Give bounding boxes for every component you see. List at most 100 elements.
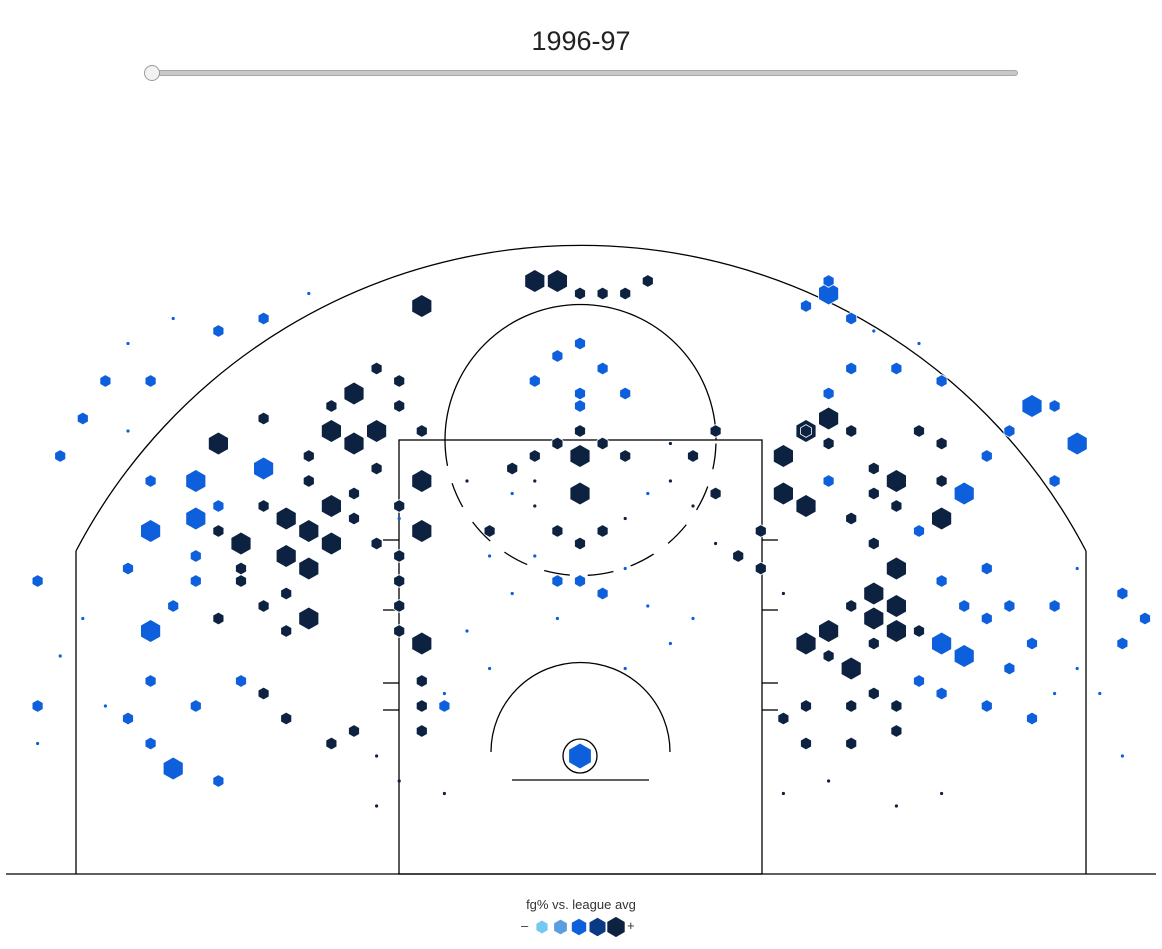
shot-hex: [822, 474, 835, 488]
shot-hex: [415, 699, 428, 713]
shot-hex: [980, 611, 993, 626]
shot-hex: [307, 291, 311, 296]
shot-hex: [931, 506, 952, 531]
shot-hex: [953, 481, 975, 506]
court-lines: [6, 244, 1156, 875]
shot-hex: [280, 624, 293, 638]
shot-hex: [931, 631, 952, 656]
shot-hex: [162, 756, 184, 781]
shot-hex: [212, 774, 225, 788]
shot-hex: [980, 699, 993, 713]
shot-hex: [867, 486, 880, 501]
shot-hex: [528, 374, 541, 388]
shot-hex: [275, 506, 297, 531]
shot-hex: [913, 624, 925, 638]
shot-hex: [800, 299, 812, 313]
shot-hex: [845, 511, 858, 526]
shot-hex: [623, 566, 627, 571]
shot-hex: [510, 491, 514, 496]
shot-hex: [235, 574, 247, 588]
shot-hex: [646, 604, 650, 608]
shot-hex: [890, 499, 903, 513]
shot-hex: [646, 491, 650, 496]
shot-hex: [574, 574, 586, 588]
legend-swatches: [536, 917, 625, 937]
shot-hex: [488, 554, 492, 558]
shot-hex: [777, 711, 790, 726]
shot-hex: [144, 736, 157, 751]
shot-hex: [845, 699, 858, 713]
shot-hex: [1048, 474, 1061, 488]
shot-hex: [1026, 711, 1038, 726]
shot-hex: [867, 636, 880, 651]
shot-hex: [144, 374, 157, 388]
shot-hex: [397, 516, 401, 521]
shot-hex: [691, 616, 695, 621]
shot-hex: [551, 524, 564, 538]
shot-hex: [886, 619, 907, 643]
shot-hex: [1075, 566, 1079, 571]
shot-hex: [547, 269, 568, 293]
shot-hex: [1075, 666, 1079, 671]
shot-hex: [886, 594, 907, 618]
shot-hex: [691, 504, 695, 508]
shot-hex: [1003, 599, 1016, 613]
shot-hex: [894, 804, 899, 808]
shot-hex: [1139, 611, 1151, 626]
shot-hex: [596, 524, 609, 538]
shot-hex: [122, 711, 134, 726]
shot-hex: [935, 686, 948, 701]
shot-hex: [393, 624, 406, 638]
shot-hex: [207, 431, 229, 456]
shot-hex: [144, 674, 157, 688]
shot-hex: [348, 724, 360, 738]
shot-hex: [99, 374, 112, 388]
legend-swatch: [607, 917, 625, 937]
shot-hex: [212, 324, 225, 338]
shot-hex: [827, 779, 831, 783]
legend-swatch: [589, 917, 606, 937]
shot-hex: [818, 281, 839, 306]
shot-hex: [483, 524, 496, 538]
shot-hex: [958, 599, 971, 613]
shot-hex: [103, 704, 107, 708]
shot-hex: [415, 724, 428, 738]
shot-hex: [574, 386, 586, 401]
slider-handle[interactable]: [144, 65, 160, 81]
shot-hex: [411, 294, 433, 318]
shot-hex: [524, 269, 546, 293]
shot-hex: [863, 581, 885, 606]
shot-hex: [185, 469, 207, 493]
shot-hex: [1053, 691, 1057, 696]
shot-hex: [370, 461, 383, 476]
shot-hex: [940, 791, 944, 796]
shot-hex: [596, 361, 609, 376]
shot-hex: [411, 469, 433, 493]
season-slider[interactable]: [144, 64, 1022, 82]
shot-hex: [773, 444, 794, 468]
shot-hex: [668, 641, 673, 646]
paint: [398, 439, 763, 875]
shot-hex: [140, 519, 162, 543]
shot-hex: [623, 516, 627, 521]
shot-hex: [890, 699, 903, 713]
shot-hex: [411, 519, 433, 543]
shot-hex: [533, 479, 537, 483]
shot-hex: [370, 361, 383, 376]
shot-hex: [845, 311, 858, 326]
shot-hex: [935, 474, 948, 488]
shot-hex: [393, 374, 406, 388]
shot-hex: [257, 599, 270, 613]
shot-hex: [574, 424, 586, 438]
shot-hex: [31, 574, 44, 588]
shot-hex: [795, 631, 817, 656]
shot-hex: [393, 599, 406, 613]
shot-hex: [845, 424, 858, 438]
shot-hex: [845, 599, 858, 613]
shot-hex: [935, 574, 948, 588]
legend-swatch: [571, 918, 587, 936]
restricted-area: [490, 661, 671, 753]
shot-hex: [370, 536, 383, 551]
shot-hex: [510, 591, 514, 596]
